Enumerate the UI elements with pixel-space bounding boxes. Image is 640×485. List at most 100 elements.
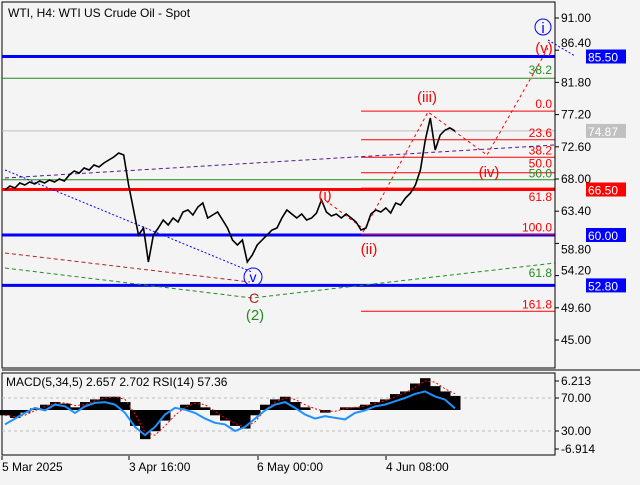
chart-title: WTI, H4: WTI US Crude Oil - Spot — [8, 6, 191, 20]
price-tick: 45.00 — [561, 333, 591, 347]
macd-bar — [300, 407, 311, 410]
macd-bar — [140, 410, 151, 440]
rsi-line — [4, 390, 456, 437]
price-tick: 81.80 — [561, 75, 591, 89]
indicator-tick: 6.213 — [561, 374, 591, 388]
macd-bar — [430, 386, 441, 410]
time-axis: 5 Mar 2025 3 Apr 16:00 6 May 00:00 4 Jun… — [1, 456, 449, 474]
wave-label-v: (v) — [535, 40, 553, 57]
macd-bar — [100, 396, 111, 410]
macd-bar — [90, 399, 101, 410]
price-axis: 91.00 86.40 81.80 77.20 72.60 68.00 63.40 58.80… — [554, 2, 591, 368]
price-tags: 85.50 74.87 66.50 60.00 52.80 — [586, 49, 626, 293]
macd-bar — [70, 407, 81, 410]
time-tick: 4 Jun 08:00 — [386, 460, 449, 474]
price-tag-last: 74.87 — [588, 125, 618, 139]
macd-bar — [230, 410, 241, 426]
macd-bar — [40, 404, 51, 410]
macd-bar — [290, 402, 301, 410]
indicator-axis: 6.213 70.00 30.00 -6.914 — [555, 374, 595, 456]
price-tag-bg — [586, 49, 626, 64]
macd-signal-line — [4, 380, 456, 436]
macd-bar — [260, 404, 271, 410]
price-tick: 49.60 — [561, 301, 591, 315]
macd-bar — [150, 410, 161, 432]
macd-bar — [50, 402, 61, 410]
macd-bar — [10, 410, 21, 418]
price-tag-bg — [586, 123, 626, 138]
price-tag-p52_80: 52.80 — [588, 279, 618, 293]
fib-red-label: 100.0 — [522, 220, 552, 234]
fib-red-label: 61.8 — [529, 190, 553, 204]
price-tick: 77.20 — [561, 108, 591, 122]
indicator-label: MACD(5,34,5) 2.657 2.702 RSI(14) 57.36 — [6, 375, 228, 389]
fib-green-label: 38.2 — [529, 63, 553, 77]
time-tick: 3 Apr 16:00 — [129, 460, 191, 474]
macd-bar — [180, 404, 191, 410]
red-dashed-line — [4, 252, 251, 283]
wave-circle-i — [534, 18, 552, 36]
green-dashed-line — [4, 262, 556, 299]
fib-red-label: 161.8 — [522, 297, 552, 311]
fib-red-label: 38.2 — [529, 143, 553, 157]
indicator-tick: 30.00 — [561, 424, 591, 438]
price-tick: 91.00 — [561, 11, 591, 25]
macd-bar — [450, 395, 461, 410]
blue-wave-line-top — [547, 39, 576, 57]
macd-bar — [250, 410, 261, 416]
wave-label-i: (i) — [318, 187, 331, 204]
time-tick: 6 May 00:00 — [257, 460, 323, 474]
fib-green-label: 61.8 — [529, 266, 553, 280]
price-tag-p60_00: 60.00 — [588, 229, 618, 243]
macd-bar — [340, 407, 351, 410]
macd-bar — [400, 391, 411, 410]
wave-label-iii: (iii) — [417, 89, 437, 106]
macd-bar — [210, 410, 221, 416]
macd-bar — [420, 378, 431, 410]
macd-bar — [200, 407, 211, 410]
price-tick: 86.40 — [561, 36, 591, 50]
macd-bar — [130, 410, 141, 426]
price-tick: 58.80 — [561, 242, 591, 256]
fib-red-label: 0.0 — [535, 97, 552, 111]
fib-red-label: 50.0 — [529, 157, 553, 171]
time-tick: 5 Mar 2025 — [2, 460, 63, 474]
fib-green-label: 50.0 — [529, 167, 553, 181]
macd-bar — [20, 410, 31, 413]
wave-label-c: C — [249, 290, 259, 306]
macd-bar — [240, 410, 251, 429]
indicator-tick: 70.00 — [561, 391, 591, 405]
price-tick: 68.00 — [561, 172, 591, 186]
fib-red-label: 23.6 — [529, 126, 553, 140]
macd-bar — [350, 407, 361, 410]
horizontal-levels: 0.023.638.250.061.8100.0161.838.250.061.… — [2, 55, 555, 312]
price-tick: 54.20 — [561, 264, 591, 278]
wave-label-major-i: i — [541, 20, 544, 37]
red-wave-projection — [362, 47, 549, 233]
price-line — [4, 117, 456, 264]
blue-wave-line — [4, 169, 253, 273]
price-tick: 63.40 — [561, 204, 591, 218]
macd-bar — [30, 408, 41, 410]
macd-bar — [0, 410, 11, 416]
purple-channel-line — [4, 144, 556, 179]
wave-label-2: (2) — [246, 307, 264, 324]
wave-label-ii: (ii) — [361, 241, 378, 258]
price-tag-bg — [586, 278, 626, 293]
macd-bar — [410, 383, 421, 410]
macd-bar — [190, 402, 201, 410]
price-tick: 72.60 — [561, 140, 591, 154]
price-tag-p85_50: 85.50 — [588, 51, 618, 65]
price-tag-bg — [586, 228, 626, 242]
wave-circle-v — [243, 267, 263, 287]
wave-label-iv: (iv) — [479, 164, 500, 181]
macd-bar — [360, 404, 371, 410]
macd-bar — [220, 410, 231, 421]
price-tag-bg — [586, 182, 626, 197]
macd-bar — [320, 410, 331, 413]
macd-bar — [120, 402, 131, 410]
price-tag-p66_50: 66.50 — [588, 184, 618, 198]
indicator-tick: -6.914 — [561, 442, 595, 456]
wave-label-minor-v: v — [250, 269, 257, 285]
